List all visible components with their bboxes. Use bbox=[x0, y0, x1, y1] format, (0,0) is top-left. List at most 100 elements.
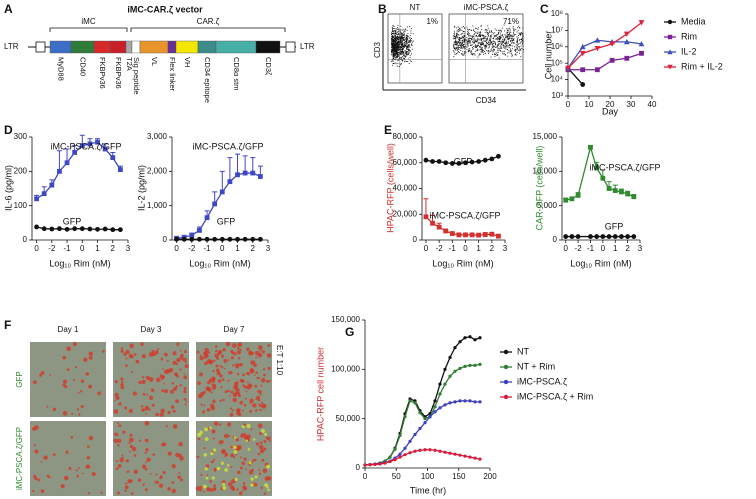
cell-speck bbox=[176, 357, 181, 363]
event-dot bbox=[509, 36, 511, 38]
event-dot bbox=[403, 31, 405, 33]
event-dot bbox=[511, 41, 513, 43]
cell-speck bbox=[254, 458, 257, 461]
cell-speck bbox=[246, 423, 251, 428]
event-dot bbox=[462, 46, 464, 48]
event-dot bbox=[491, 48, 493, 50]
x-tick-label: 0 bbox=[220, 244, 225, 253]
event-dot bbox=[406, 47, 407, 49]
vector-segment bbox=[175, 40, 199, 54]
cell-speck bbox=[268, 440, 271, 442]
event-dot bbox=[403, 39, 405, 40]
event-dot bbox=[462, 37, 464, 38]
event-dot bbox=[453, 33, 455, 35]
cell-speck bbox=[214, 353, 219, 358]
marker bbox=[413, 449, 417, 453]
event-dot bbox=[506, 37, 508, 39]
marker bbox=[619, 189, 624, 195]
event-dot bbox=[487, 47, 489, 49]
event-dot bbox=[467, 28, 468, 30]
segment-label: CD34 epitope bbox=[203, 57, 212, 103]
event-dot bbox=[505, 48, 507, 50]
event-dot bbox=[471, 54, 473, 55]
marker bbox=[588, 144, 593, 150]
cell-speck bbox=[234, 382, 239, 387]
event-dot bbox=[402, 48, 404, 49]
event-dot bbox=[400, 36, 402, 38]
event-dot bbox=[518, 46, 520, 48]
event-dot bbox=[408, 37, 410, 39]
series-label: GFP bbox=[63, 216, 82, 226]
event-dot bbox=[409, 46, 411, 48]
event-dot bbox=[410, 32, 412, 34]
event-dot bbox=[488, 44, 490, 46]
event-dot bbox=[462, 43, 463, 45]
legend-label: iMC-PSCA.ζ + Rim bbox=[517, 391, 593, 401]
event-dot bbox=[402, 47, 404, 49]
cell-speck bbox=[263, 373, 267, 377]
event-dot bbox=[476, 41, 478, 43]
event-dot bbox=[487, 32, 489, 34]
legend-marker bbox=[503, 394, 509, 400]
cell-speck bbox=[184, 364, 189, 369]
event-dot bbox=[400, 41, 402, 43]
event-dot bbox=[495, 54, 496, 55]
event-dot bbox=[509, 32, 510, 34]
marker bbox=[489, 156, 495, 162]
cell-speck bbox=[207, 488, 210, 491]
event-dot bbox=[472, 36, 474, 38]
event-dot bbox=[400, 48, 402, 50]
event-dot bbox=[486, 37, 488, 39]
cell-speck bbox=[266, 476, 272, 481]
y-axis-label: IL-6 (pg/ml) bbox=[3, 165, 13, 211]
marker bbox=[609, 41, 615, 47]
event-dot bbox=[407, 46, 409, 48]
event-dot bbox=[463, 53, 465, 54]
event-dot bbox=[491, 43, 493, 45]
event-dot bbox=[494, 54, 495, 55]
row-label: iMC-PSCA.ζ/GFP bbox=[15, 427, 24, 490]
cell-speck bbox=[257, 423, 263, 429]
event-dot bbox=[519, 33, 521, 34]
event-dot bbox=[492, 51, 494, 53]
event-dot bbox=[482, 43, 484, 45]
marker bbox=[64, 226, 70, 232]
event-dot bbox=[461, 53, 463, 55]
cell-speck bbox=[238, 394, 241, 398]
event-dot bbox=[401, 35, 403, 37]
event-dot bbox=[395, 54, 397, 56]
marker bbox=[496, 153, 501, 159]
event-dot bbox=[394, 62, 396, 64]
event-dot bbox=[473, 34, 475, 36]
event-dot bbox=[512, 42, 514, 44]
panel-letter: F bbox=[4, 318, 11, 332]
cell-speck bbox=[171, 488, 176, 494]
event-dot bbox=[471, 36, 473, 38]
cell-speck bbox=[120, 383, 124, 387]
event-dot bbox=[511, 36, 513, 38]
ltr-label: LTR bbox=[300, 42, 315, 51]
event-dot bbox=[490, 42, 492, 44]
cell-speck bbox=[52, 407, 57, 412]
event-dot bbox=[464, 31, 466, 33]
marker bbox=[456, 160, 462, 166]
marker bbox=[569, 196, 575, 202]
event-dot bbox=[492, 48, 494, 50]
event-dot bbox=[464, 41, 466, 43]
event-dot bbox=[392, 35, 393, 37]
cell-speck bbox=[88, 355, 93, 360]
event-dot bbox=[476, 40, 478, 42]
y-tick-label: 0 bbox=[356, 463, 361, 472]
cell-speck bbox=[235, 387, 240, 393]
cell-speck bbox=[221, 366, 224, 369]
event-dot bbox=[407, 53, 409, 55]
event-dot bbox=[400, 41, 402, 43]
event-dot bbox=[482, 41, 484, 43]
marker bbox=[625, 234, 631, 239]
cell-speck bbox=[145, 448, 149, 452]
cell-speck bbox=[129, 479, 133, 483]
event-dot bbox=[392, 43, 394, 44]
x-tick-label: 200 bbox=[483, 472, 497, 481]
event-dot bbox=[402, 52, 404, 54]
event-dot bbox=[395, 36, 396, 38]
